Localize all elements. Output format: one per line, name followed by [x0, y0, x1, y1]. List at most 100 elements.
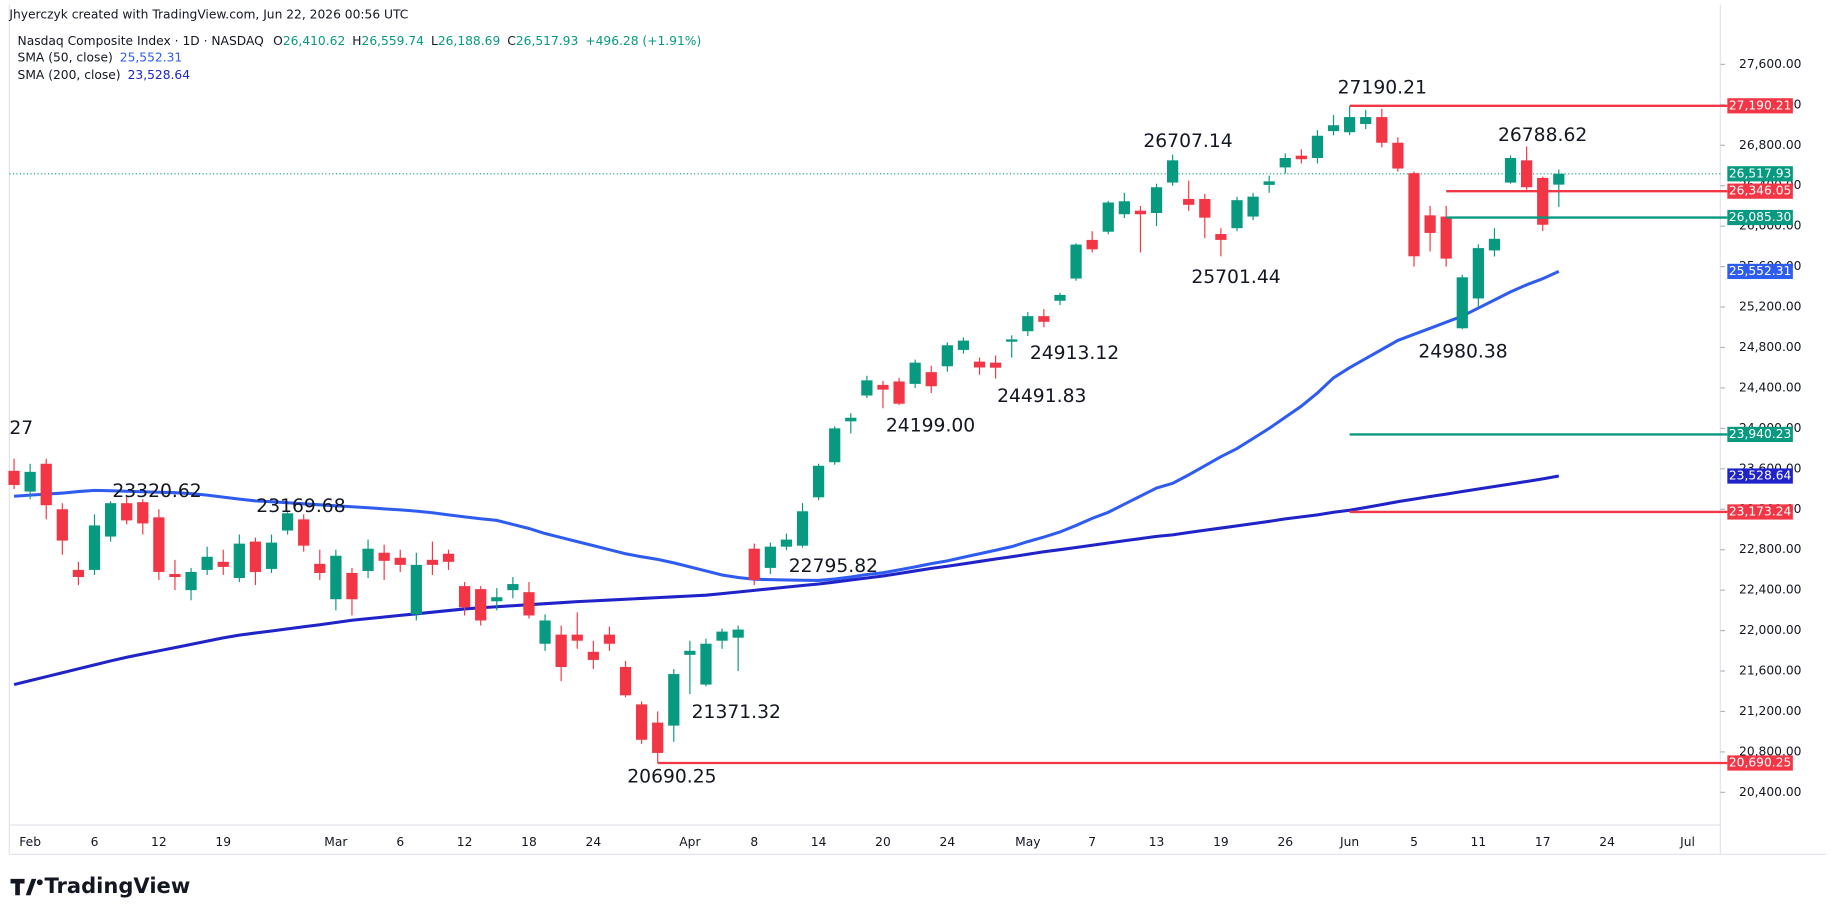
candle-body — [1022, 316, 1034, 332]
price-label: 23,528.64 — [1729, 469, 1792, 483]
candle-body — [973, 361, 986, 368]
candle-body — [812, 465, 825, 498]
price-label: 25,552.31 — [1729, 264, 1791, 278]
x-tick-label: 26 — [1277, 835, 1293, 849]
candle-body — [539, 620, 551, 644]
y-tick-label: 24,800.00 — [1739, 340, 1801, 354]
candle-body — [442, 553, 455, 562]
ohlc-value: 26,410.62 — [283, 33, 345, 47]
candle-body — [555, 634, 567, 667]
candle-body — [1134, 210, 1147, 215]
candle-body — [169, 573, 181, 577]
annotation: 25701.44 — [1191, 267, 1280, 288]
candle-body — [619, 666, 632, 696]
candle-body — [700, 643, 712, 685]
candle-body — [1456, 277, 1468, 329]
ohlc-value: 26,517.93 — [516, 33, 578, 47]
candle-body — [265, 542, 278, 569]
y-tick-label: 21,200.00 — [1739, 704, 1801, 718]
annotation: 20690.25 — [627, 767, 716, 788]
candle-body — [507, 584, 519, 591]
candle-body — [1279, 158, 1291, 168]
ohlc-key: H — [352, 33, 361, 47]
level-label: 26,346.05 — [1729, 184, 1791, 198]
x-tick-label: Jul — [1679, 835, 1695, 849]
level-label: 20,690.25 — [1729, 756, 1791, 770]
annotation: 26707.14 — [1143, 131, 1232, 152]
candle-body — [72, 569, 85, 577]
level-label: 27,190.21 — [1729, 98, 1791, 112]
level-label-bg — [1727, 209, 1793, 226]
candle-body — [989, 362, 1002, 368]
logo — [10, 878, 43, 896]
candle-body — [24, 471, 36, 492]
candle-body — [1440, 216, 1452, 259]
candle-body — [1199, 198, 1211, 218]
candle-body — [1263, 181, 1275, 185]
candle-body — [684, 650, 696, 655]
candle-body — [668, 674, 680, 726]
candle-body — [635, 704, 648, 740]
candle-body — [475, 589, 487, 621]
candle-body — [1150, 187, 1163, 214]
candle-body — [137, 502, 149, 524]
candle-body — [1344, 117, 1356, 133]
candle-body — [8, 470, 20, 485]
candle-body — [153, 517, 165, 572]
candle-body — [1183, 198, 1195, 205]
candle-body — [1488, 238, 1501, 251]
candle-body — [249, 541, 262, 572]
candle-body — [233, 543, 245, 579]
y-tick-label: 20,400.00 — [1739, 785, 1801, 799]
candle-body — [1247, 196, 1259, 217]
ohlc-value: 26,559.74 — [362, 33, 425, 47]
price-label-bg — [1727, 166, 1793, 182]
candle-body — [410, 564, 422, 615]
candle-body — [1376, 117, 1388, 143]
candle-body — [1215, 234, 1227, 240]
candle-body — [845, 417, 857, 422]
legend: Nasdaq Composite Index · 1D · NASDAQ O26,… — [18, 33, 702, 47]
x-tick-label: 7 — [1088, 835, 1096, 849]
x-tick-label: 19 — [1213, 835, 1229, 849]
candle-body — [281, 513, 294, 531]
y-tick-label: 26,800.00 — [1739, 138, 1801, 152]
annotation: 24199.00 — [886, 415, 975, 436]
level-label-bg — [1727, 183, 1793, 199]
indicator-value: 23,528.64 — [128, 67, 191, 81]
candle-body — [1070, 244, 1082, 279]
candle-body — [1392, 142, 1404, 169]
candle-body — [652, 722, 664, 753]
level-label-bg — [1727, 98, 1793, 114]
candle-body — [764, 546, 776, 568]
candle-body — [523, 592, 535, 616]
candle-body — [362, 548, 374, 571]
candle-body — [104, 503, 117, 537]
candle-body — [893, 381, 905, 404]
candle-body — [909, 362, 921, 384]
change: +496.28 (+1.91%) — [585, 33, 701, 47]
x-tick-label: 8 — [750, 835, 758, 849]
annotation: 24913.12 — [1030, 343, 1119, 364]
candle-body — [780, 539, 793, 547]
price-label: 26,517.93 — [1729, 166, 1791, 180]
candle-body — [40, 463, 52, 506]
candle-body — [1408, 173, 1420, 257]
candle-body — [603, 634, 616, 644]
x-tick-label: 14 — [811, 835, 827, 849]
candle-body — [88, 525, 101, 570]
x-tick-label: 12 — [151, 835, 167, 849]
sma-line — [13, 474, 1560, 687]
sma-line — [13, 270, 1560, 582]
candle-body — [925, 372, 937, 387]
y-tick-label: 22,800.00 — [1739, 542, 1801, 556]
x-tick-label: 6 — [396, 835, 404, 849]
x-tick-label: 24 — [586, 835, 602, 849]
candle-body — [56, 509, 68, 541]
x-tick-label: Mar — [324, 835, 348, 849]
candle-body — [491, 597, 503, 602]
level-label-bg — [1727, 426, 1793, 443]
x-tick-label: 12 — [457, 835, 473, 849]
price-label-bg — [1727, 468, 1793, 484]
